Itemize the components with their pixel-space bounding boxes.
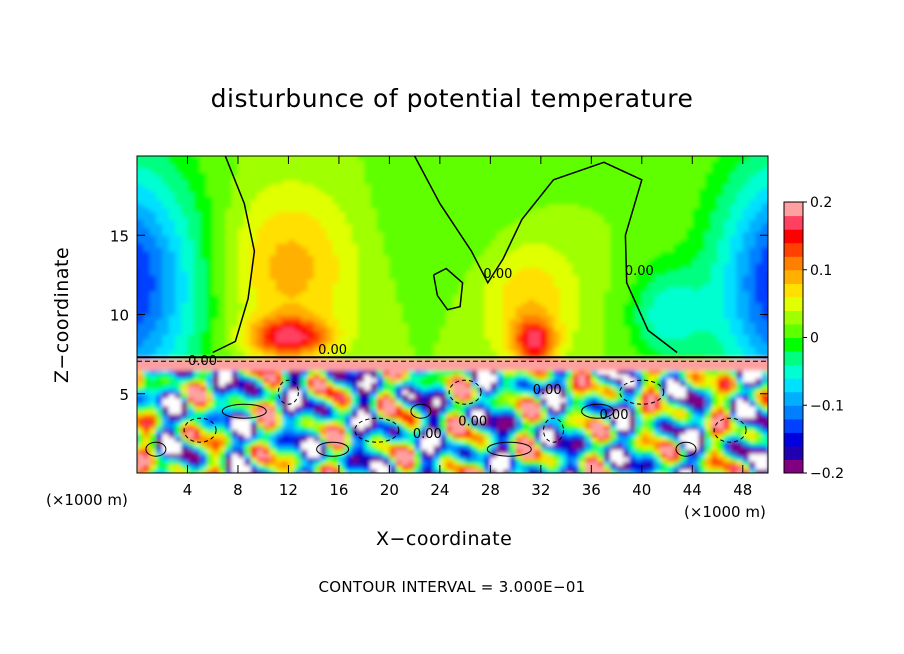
- colorbar-swatch: [784, 242, 803, 257]
- colorbar-swatch: [784, 296, 803, 311]
- contour-label: 0.00: [600, 408, 629, 423]
- contour-eddy: [581, 403, 615, 419]
- colorbar-swatch: [784, 310, 803, 325]
- contour-label: 0.00: [318, 343, 347, 358]
- x-tick-label: 32: [531, 481, 550, 499]
- colorbar-tick-label: 0: [810, 331, 819, 347]
- y-tick-label: 15: [110, 227, 129, 245]
- colorbar: 0.2 0.1 0 −0.1 −0.2: [783, 195, 844, 482]
- x-tick-label: 8: [233, 481, 243, 499]
- colorbar-swatch: [784, 351, 803, 366]
- contour-labels: 0.00 0.00 0.00 0.00 0.00 0.00 0.00 0.00: [188, 264, 654, 442]
- heatmap-field: [137, 156, 768, 473]
- colorbar-swatch: [784, 405, 803, 420]
- colorbar-swatch: [784, 445, 803, 460]
- colorbar-swatch: [784, 269, 803, 284]
- contour-eddy: [277, 379, 299, 405]
- colorbar-swatch: [784, 337, 803, 352]
- colorbar-tick-label: −0.2: [810, 466, 844, 482]
- colorbar-swatch: [784, 459, 803, 474]
- contour-eddy: [619, 379, 665, 405]
- colorbar-swatch: [784, 418, 803, 433]
- contour-zero-right: [413, 156, 678, 354]
- contour-eddy: [145, 441, 167, 457]
- x-tick-label: 28: [481, 481, 500, 499]
- contour-eddy: [183, 417, 217, 443]
- x-tick-label: 16: [329, 481, 348, 499]
- contour-interval-note: CONTOUR INTERVAL = 3.000E−01: [318, 578, 586, 596]
- colorbar-swatch: [784, 256, 803, 271]
- x-tick-label: 48: [733, 481, 752, 499]
- y-tick-label: 10: [110, 307, 129, 325]
- colorbar-swatch: [784, 364, 803, 379]
- contour-eddy: [448, 379, 482, 405]
- contour-label: 0.00: [413, 427, 442, 442]
- colorbar-swatch: [784, 229, 803, 244]
- colorbar-swatch: [784, 378, 803, 393]
- x-tick-label: 4: [183, 481, 193, 499]
- field-cells: [137, 156, 768, 473]
- chart-title: disturbunce of potential temperature: [210, 84, 694, 113]
- contour-eddy: [713, 417, 747, 443]
- x-axis-ticks: 4 8 12 16 20 24 28 32 36 40 44 48: [183, 156, 752, 499]
- colorbar-tick-label: 0.1: [810, 263, 832, 279]
- x-tick-label: 40: [632, 481, 651, 499]
- x-tick-label: 36: [582, 481, 601, 499]
- contour-label: 0.00: [458, 414, 487, 429]
- contour-zero-left: [212, 156, 256, 354]
- y-tick-label: 5: [119, 386, 129, 404]
- x-tick-label: 24: [430, 481, 449, 499]
- x-tick-label: 44: [683, 481, 702, 499]
- colorbar-swatch: [784, 323, 803, 338]
- x-tick-label: 20: [380, 481, 399, 499]
- colorbar-swatch: [784, 283, 803, 298]
- colorbar-swatch: [784, 202, 803, 217]
- x-axis-label: X−coordinate: [376, 528, 513, 550]
- contour-eddy: [410, 403, 432, 419]
- contour-eddy: [675, 441, 697, 457]
- contour-eddy: [354, 417, 400, 443]
- contour-lines: [137, 156, 768, 457]
- colorbar-tick-label: −0.1: [810, 398, 844, 414]
- contour-eddy: [316, 441, 350, 457]
- x-axis-unit-label: (×1000 m): [46, 491, 128, 509]
- x-axis-unit-label-right: (×1000 m): [684, 503, 766, 521]
- x-tick-label: 12: [279, 481, 298, 499]
- y-axis-label: Z−coordinate: [51, 246, 73, 384]
- contour-label: 0.00: [483, 267, 512, 282]
- colorbar-swatch: [784, 391, 803, 406]
- contour-eddy: [486, 441, 532, 457]
- colorbar-swatch: [784, 215, 803, 230]
- y-axis-ticks: 5 10 15: [110, 227, 768, 404]
- contour-label: 0.00: [625, 264, 654, 279]
- contour-zero-loop: [432, 267, 464, 311]
- colorbar-tick-label: 0.2: [810, 195, 832, 211]
- colorbar-swatch: [784, 432, 803, 447]
- contour-eddy: [221, 403, 267, 419]
- contour-label: 0.00: [533, 383, 562, 398]
- contour-label: 0.00: [188, 354, 217, 369]
- contour-eddy: [543, 417, 564, 443]
